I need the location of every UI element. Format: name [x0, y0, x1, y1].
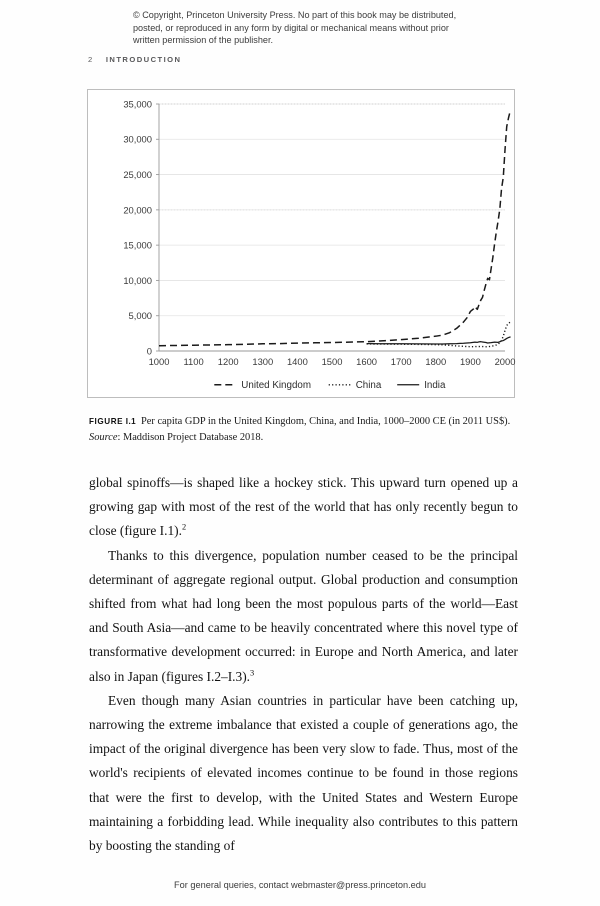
y-tick-label: 5,000 — [129, 310, 152, 321]
caption-source-text: : Maddison Project Database 2018. — [117, 431, 264, 443]
x-tick-label: 1300 — [252, 356, 273, 367]
legend-item-china[interactable]: China — [328, 380, 382, 391]
running-head-title: INTRODUCTION — [105, 55, 182, 64]
y-tick-label: 25,000 — [123, 169, 152, 180]
paragraph-3: Even though many Asian countries in part… — [89, 689, 518, 858]
legend-item-india[interactable]: India — [397, 380, 446, 391]
series-line-united-kingdom — [158, 109, 512, 347]
footer-text: For general queries, contact webmaster@p… — [174, 880, 426, 890]
y-tick-label: 10,000 — [123, 275, 152, 286]
y-tick-label: 20,000 — [123, 204, 152, 215]
copyright-notice: © Copyright, Princeton University Press.… — [133, 10, 457, 46]
legend-item-united-kingdom[interactable]: United Kingdom — [214, 380, 311, 391]
figure-caption: FIGURE I.1 Per capita GDP in the United K… — [89, 414, 513, 445]
x-tick-label: 1000 — [149, 356, 170, 367]
x-tick-label: 1200 — [218, 356, 239, 367]
caption-source-label: Source — [89, 431, 118, 443]
legend-label-china: China — [356, 380, 382, 391]
paragraph-1: global spinoffs—is shaped like a hockey … — [89, 471, 518, 544]
paragraph-3-text: Even though many Asian countries in part… — [89, 692, 518, 854]
figure-label: FIGURE — [89, 417, 124, 426]
x-tick-label: 1600 — [356, 356, 377, 367]
x-tick-label: 1700 — [391, 356, 412, 367]
x-tick-label: 1100 — [184, 356, 204, 367]
paragraph-2: Thanks to this divergence, population nu… — [89, 544, 518, 689]
footnote-marker-2: 2 — [181, 522, 187, 532]
series-line-india — [366, 336, 511, 345]
y-tick-label: 30,000 — [123, 134, 152, 145]
figure-caption-text: Per capita GDP in the United Kingdom, Ch… — [141, 416, 511, 427]
body-text: global spinoffs—is shaped like a hockey … — [89, 471, 518, 858]
x-tick-label: 1900 — [460, 356, 481, 367]
page-footer: For general queries, contact webmaster@p… — [0, 880, 600, 890]
footnote-marker-3: 3 — [250, 668, 255, 678]
y-tick-label: 35,000 — [123, 98, 152, 109]
per-capita-gdp-chart: 0 5,000 10,000 15,000 20,000 25,000 30,000 35,0… — [123, 98, 516, 391]
x-tick-label: 1500 — [322, 356, 343, 367]
paragraph-1-text: global spinoffs—is shaped like a hockey … — [89, 475, 518, 539]
figure-number: I.1 — [125, 417, 136, 426]
running-head: 2 INTRODUCTION — [88, 55, 181, 64]
page-folio: 2 — [88, 55, 93, 64]
paragraph-2-text: Thanks to this divergence, population nu… — [89, 547, 518, 684]
x-tick-label: 1800 — [425, 356, 446, 367]
y-tick-label: 15,000 — [123, 240, 152, 251]
y-tick-label: 0 — [147, 345, 152, 356]
legend-label-united-kingdom: United Kingdom — [241, 380, 311, 391]
figure-container: 0 5,000 10,000 15,000 20,000 25,000 30,000 35,0… — [87, 89, 515, 398]
x-tick-label: 1400 — [287, 356, 308, 367]
legend-label-india: India — [424, 380, 446, 391]
x-tick-label: 2000 — [495, 356, 516, 367]
